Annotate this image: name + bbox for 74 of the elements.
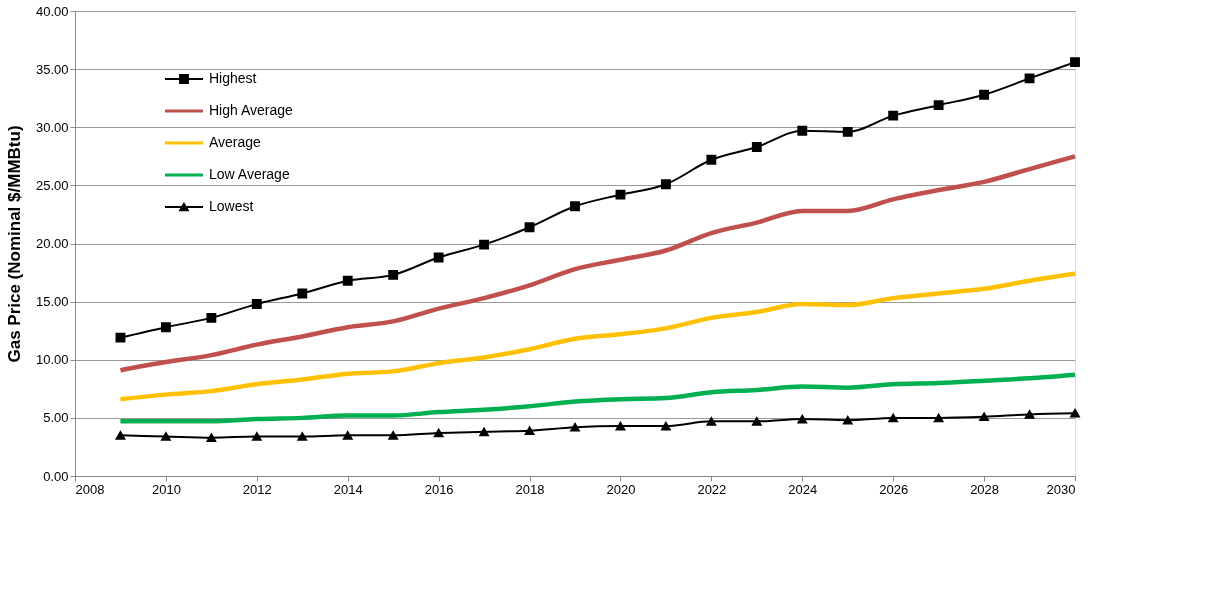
line-series: [118, 271, 1078, 402]
x-tick-label: 2012: [242, 481, 272, 497]
point: [388, 269, 399, 280]
legend-label: Highest: [209, 70, 257, 86]
point: [888, 110, 899, 121]
point: [479, 427, 490, 437]
point: [842, 415, 853, 425]
point: [660, 421, 671, 431]
point: [342, 275, 353, 286]
point: [615, 189, 626, 200]
point: [797, 125, 808, 136]
point: [115, 332, 126, 343]
x-tick-label: 2030: [1046, 481, 1076, 497]
point: [615, 421, 626, 431]
point: [524, 222, 535, 233]
point: [660, 179, 671, 190]
point: [706, 154, 717, 165]
y-tick-label: 10.00: [35, 352, 69, 368]
y-tick-label: 25.00: [35, 177, 69, 193]
point: [888, 413, 899, 423]
point: [433, 428, 444, 438]
point: [433, 252, 444, 263]
point: [1024, 410, 1035, 419]
legend-label: Lowest: [209, 198, 254, 214]
legend-label: Low Average: [209, 166, 290, 182]
y-tick-label: 20.00: [35, 236, 69, 251]
point: [251, 432, 262, 441]
point: [115, 430, 126, 440]
point: [933, 413, 944, 423]
point: [706, 416, 717, 426]
point: [160, 432, 171, 441]
point: [251, 299, 262, 309]
x-tick-label: 2014: [333, 481, 363, 497]
x-tick-label: 2028: [970, 481, 1000, 497]
legend-label: High Average: [209, 102, 294, 118]
line-series: [118, 154, 1078, 373]
x-tick-label: 2008: [75, 481, 105, 497]
point: [751, 142, 762, 152]
y-tick-label: 15.00: [35, 294, 69, 310]
point: [206, 433, 217, 443]
point: [842, 126, 853, 137]
y-tick-label: 5.00: [43, 410, 69, 426]
point: [751, 416, 762, 426]
x-tick-label: 2010: [151, 481, 181, 497]
y-tick-label: 0.00: [43, 468, 69, 484]
y-tick-label: 40.00: [35, 3, 69, 19]
y-tick-label: 35.00: [35, 61, 69, 77]
point: [979, 412, 990, 422]
point: [1070, 57, 1080, 68]
point: [797, 414, 808, 424]
line-series: [118, 372, 1078, 424]
x-tick-label: 2018: [515, 481, 545, 497]
point: [297, 432, 308, 441]
x-tick-label: 2016: [424, 481, 454, 497]
point: [479, 239, 490, 250]
x-tick-label: 2022: [697, 481, 727, 497]
point: [1024, 73, 1035, 84]
legend-label: Average: [209, 134, 262, 150]
point: [342, 430, 353, 440]
point: [1070, 408, 1080, 418]
x-tick-label: 2024: [788, 481, 818, 497]
point: [206, 312, 217, 323]
point: [570, 422, 580, 432]
point: [524, 426, 535, 436]
point: [388, 430, 399, 440]
point: [297, 288, 308, 299]
point: [570, 201, 580, 212]
x-tick-label: 2020: [606, 481, 636, 497]
y-axis-title: Gas Price (Nominal $/MMBtu): [4, 125, 24, 363]
y-tick-label: 30.00: [35, 119, 69, 135]
point: [160, 322, 171, 333]
point: [979, 89, 990, 100]
x-tick-label: 2026: [879, 481, 909, 497]
point: [933, 100, 944, 111]
